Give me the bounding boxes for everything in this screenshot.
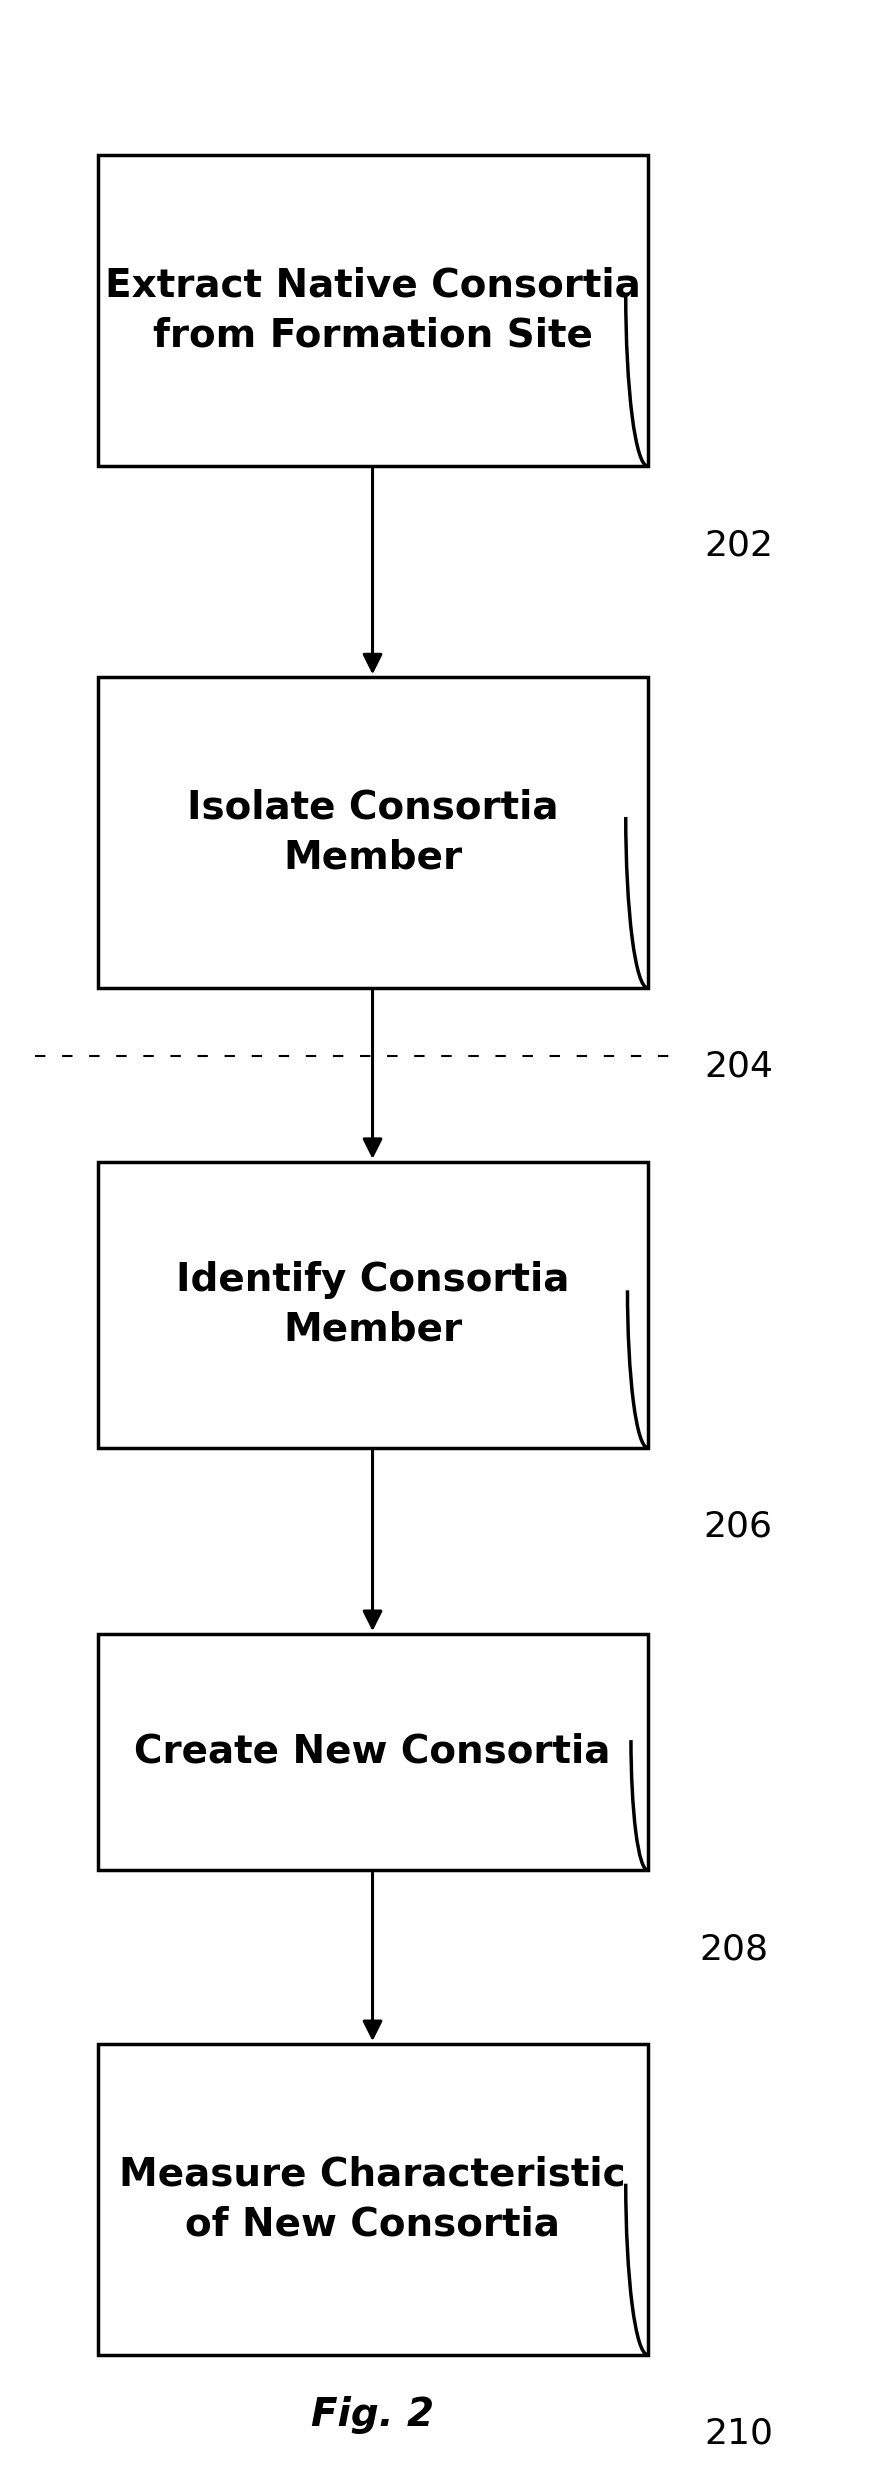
Text: Identify Consortia
Member: Identify Consortia Member bbox=[175, 1260, 569, 1349]
Text: Fig. 2: Fig. 2 bbox=[311, 2396, 433, 2435]
Bar bbox=[97, 2043, 647, 2356]
Text: Isolate Consortia
Member: Isolate Consortia Member bbox=[187, 788, 557, 877]
Text: 208: 208 bbox=[699, 1933, 768, 1966]
Text: 210: 210 bbox=[704, 2415, 773, 2450]
Text: Extract Native Consortia
from Formation Site: Extract Native Consortia from Formation … bbox=[105, 266, 640, 355]
Bar bbox=[97, 1635, 647, 1869]
Text: 202: 202 bbox=[704, 529, 773, 562]
Text: Create New Consortia: Create New Consortia bbox=[134, 1732, 610, 1772]
Text: 204: 204 bbox=[704, 1049, 773, 1083]
Bar bbox=[97, 154, 647, 467]
Bar bbox=[97, 1163, 647, 1446]
Text: 206: 206 bbox=[703, 1511, 771, 1543]
Text: Measure Characteristic
of New Consortia: Measure Characteristic of New Consortia bbox=[119, 2154, 626, 2244]
Bar bbox=[97, 676, 647, 987]
